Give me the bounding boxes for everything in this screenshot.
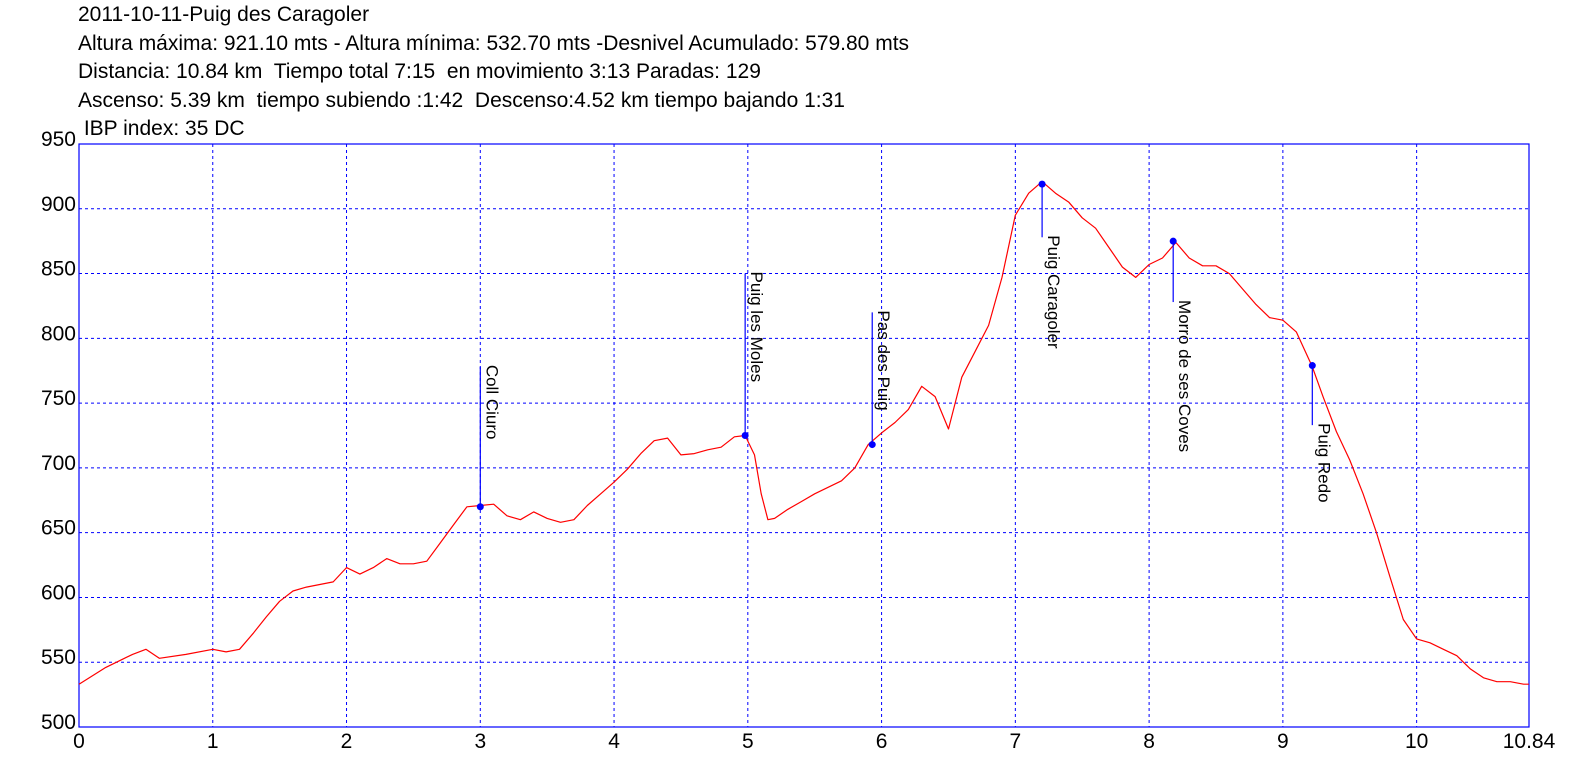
y-tick-label: 900	[41, 193, 76, 216]
waypoint-marker	[1169, 237, 1177, 245]
waypoint-label: Puig Redo	[1314, 423, 1333, 502]
y-tick-label: 500	[41, 711, 76, 734]
y-tick-label: 700	[41, 452, 76, 475]
summary-ascent-descent: Ascenso: 5.39 km tiempo subiendo :1:42 D…	[78, 89, 845, 112]
summary-distance-time: Distancia: 10.84 km Tiempo total 7:15 en…	[78, 60, 761, 83]
waypoint-label: Puig les Moles	[747, 272, 766, 383]
summary-heights: Altura máxima: 921.10 mts - Altura mínim…	[78, 32, 910, 55]
waypoint-annotation: Puig Redo	[1308, 362, 1333, 503]
waypoint-annotation: Morro de ses Coves	[1169, 237, 1194, 452]
x-tick-label: 10.84	[1503, 730, 1556, 753]
y-tick-label: 600	[41, 581, 76, 604]
y-tick-label: 800	[41, 322, 76, 345]
waypoint-marker	[868, 441, 876, 449]
waypoint-marker	[476, 503, 484, 511]
waypoint-label: Coll Ciuro	[482, 365, 501, 440]
x-tick-label: 7	[1010, 730, 1022, 753]
y-tick-label: 550	[41, 646, 76, 669]
waypoint-label: Pas des Puig	[874, 310, 893, 410]
summary-ibp-index: IBP index: 35 DC	[78, 117, 245, 140]
chart-title: 2011-10-11-Puig des Caragoler	[78, 3, 370, 26]
x-tick-label: 5	[742, 730, 754, 753]
waypoint-label: Puig Caragoler	[1044, 235, 1063, 349]
waypoint-label: Morro de ses Coves	[1175, 300, 1194, 452]
x-tick-label: 3	[474, 730, 486, 753]
x-tick-label: 8	[1143, 730, 1155, 753]
x-tick-label: 1	[207, 730, 219, 753]
waypoint-annotation: Pas des Puig	[868, 310, 893, 449]
waypoint-marker	[1038, 180, 1046, 188]
y-tick-label: 750	[41, 387, 76, 410]
y-tick-label: 650	[41, 517, 76, 540]
plot-frame	[78, 143, 1530, 728]
y-tick-label: 950	[41, 128, 76, 151]
waypoint-annotation: Puig Caragoler	[1038, 180, 1063, 349]
waypoint-annotation: Coll Ciuro	[476, 365, 501, 511]
waypoint-marker	[1308, 362, 1316, 370]
x-tick-label: 2	[341, 730, 353, 753]
x-tick-label: 6	[876, 730, 888, 753]
x-tick-label: 9	[1277, 730, 1289, 753]
waypoint-annotation: Puig les Moles	[741, 272, 766, 439]
waypoint-marker	[741, 432, 749, 439]
x-tick-label: 4	[608, 730, 620, 753]
x-tick-label: 0	[73, 730, 85, 753]
y-tick-label: 850	[41, 258, 76, 281]
x-tick-label: 10	[1405, 730, 1428, 753]
elevation-series-line	[78, 181, 1529, 685]
